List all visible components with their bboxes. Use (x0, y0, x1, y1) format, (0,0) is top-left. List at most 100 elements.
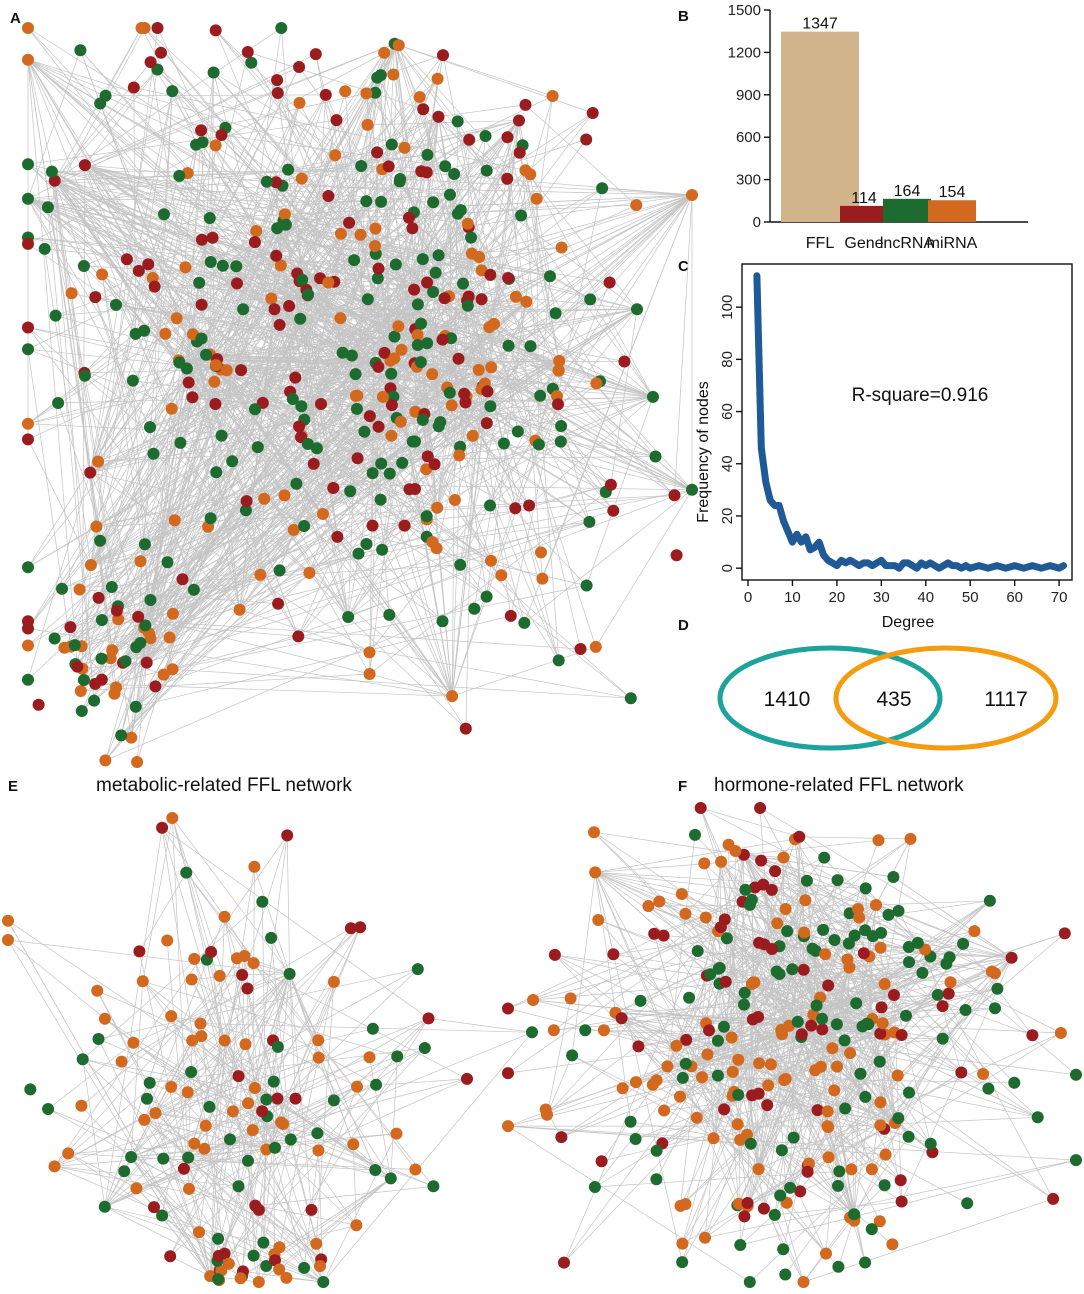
network-node-gene (805, 1019, 818, 1032)
network-node-gene (309, 48, 322, 61)
network-node-mirna (590, 377, 603, 390)
network-node-gene (363, 410, 376, 423)
network-node-lncrna (260, 1093, 273, 1106)
network-edge (242, 973, 290, 976)
network-node-mirna (822, 1151, 835, 1164)
network-edge (438, 116, 537, 199)
network-edge (104, 827, 163, 1207)
network-edge (374, 245, 436, 274)
network-edge (768, 1085, 896, 1124)
network-edge (285, 95, 553, 226)
network-node-lncrna (298, 1261, 311, 1274)
network-node-gene (421, 450, 434, 463)
network-edge (90, 461, 233, 566)
network-edge (753, 982, 873, 1020)
network-node-mirna (385, 429, 398, 442)
network-edge (316, 1178, 392, 1245)
panel-letter-a: A (10, 10, 21, 27)
network-edge (374, 92, 393, 145)
network-node-lncrna (24, 1083, 37, 1096)
network-edge (84, 164, 256, 243)
c-y-tick-label: 80 (719, 351, 736, 368)
network-edge (84, 164, 517, 298)
network-node-mirna (465, 247, 478, 260)
network-edge (304, 187, 603, 420)
network-edge (834, 939, 962, 1073)
network-node-gene (289, 1092, 302, 1105)
network-edge (872, 1018, 902, 1202)
network-node-mirna (317, 508, 329, 520)
network-edge (648, 905, 754, 983)
network-edge (54, 968, 418, 1167)
network-node-lncrna (41, 201, 54, 214)
network-edge (170, 1255, 211, 1277)
network-edge (54, 180, 211, 355)
network-node-mirna (394, 415, 407, 428)
network-edge (697, 950, 850, 968)
network-edge (679, 967, 850, 1097)
network-node-mirna (409, 1163, 422, 1176)
network-edge (209, 1047, 426, 1277)
network-edge (719, 983, 885, 1186)
network-node-lncrna (260, 175, 273, 188)
network-edge (270, 937, 319, 1041)
network-edge (27, 368, 188, 568)
network-edge (200, 1023, 533, 1033)
network-node-mirna (797, 1276, 810, 1288)
network-edge (398, 44, 537, 199)
network-node-lncrna (115, 729, 128, 742)
network-edge (144, 1119, 267, 1150)
network-node-gene (22, 321, 34, 334)
network-edge (188, 1157, 249, 1162)
network-node-gene (461, 1072, 473, 1085)
network-edge (224, 1040, 276, 1148)
network-node-lncrna (237, 303, 250, 316)
network-edge (84, 164, 186, 268)
network-edge (446, 305, 469, 388)
network-edge (283, 220, 541, 397)
network-edge (120, 230, 257, 736)
network-node-mirna (874, 941, 887, 954)
network-edge (179, 362, 240, 610)
network-node-gene (741, 1197, 754, 1209)
network-edge (828, 1075, 898, 1158)
network-edge (654, 880, 808, 935)
network-edge (708, 880, 808, 1031)
network-edge (138, 270, 541, 397)
network-node-mirna (886, 1238, 899, 1251)
network-node-lncrna (416, 413, 429, 426)
network-edge (459, 308, 638, 456)
network-node-lncrna (502, 339, 515, 352)
network-node-mirna (701, 1048, 714, 1061)
network-node-lncrna (454, 558, 467, 571)
network-node-gene (195, 124, 208, 137)
network-node-lncrna (832, 1179, 844, 1192)
network-node-lncrna (484, 499, 496, 512)
network-edge (47, 207, 211, 355)
network-node-lncrna (850, 997, 863, 1010)
network-edge (263, 973, 290, 1243)
c-y-tick-label: 40 (719, 455, 736, 472)
network-node-lncrna (38, 242, 51, 255)
c-axes: 0 10 20 30 40 50 60 70 0 20 40 60 80 100 (719, 263, 1073, 606)
network-edge (367, 120, 520, 126)
network-node-lncrna (831, 874, 844, 887)
network-edge (139, 951, 211, 1277)
network-node-mirna (1054, 1027, 1067, 1039)
network-node-lncrna (204, 512, 217, 525)
network-edge (194, 1103, 249, 1144)
network-node-lncrna (139, 619, 152, 632)
network-edge (376, 77, 451, 195)
network-node-mirna (752, 1163, 765, 1176)
network-edge (276, 79, 429, 457)
network-node-mirna (130, 1182, 143, 1195)
network-node-gene (1026, 1029, 1039, 1042)
network-node-lncrna (260, 1260, 273, 1272)
network-edge (369, 491, 607, 675)
network-edge (201, 72, 214, 339)
network-edge (27, 119, 337, 165)
network-node-lncrna (310, 442, 323, 455)
network-edge (135, 615, 511, 708)
network-node-mirna (327, 975, 340, 988)
network-node-gene (273, 318, 286, 331)
